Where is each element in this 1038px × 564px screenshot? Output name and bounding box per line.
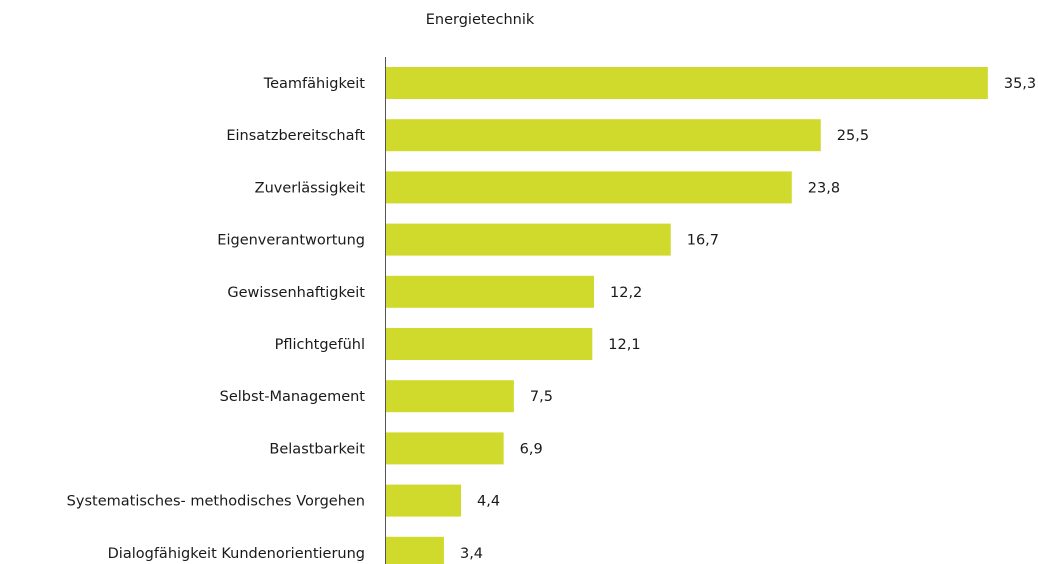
category-label: Belastbarkeit — [269, 441, 365, 457]
bar — [386, 67, 988, 99]
category-label: Teamfähigkeit — [263, 76, 366, 92]
bar — [386, 119, 821, 152]
value-label: 3,4 — [460, 546, 483, 562]
bar — [386, 171, 792, 204]
bar — [386, 536, 444, 564]
category-label: Systematisches- methodisches Vorgehen — [67, 494, 365, 510]
bar — [386, 223, 671, 256]
value-label: 12,2 — [610, 285, 642, 301]
value-label: 23,8 — [808, 180, 840, 196]
value-label: 7,5 — [530, 389, 553, 405]
bar — [386, 275, 595, 308]
category-label: Dialogfähigkeit Kundenorientierung — [108, 546, 365, 562]
category-label: Pflichtgefühl — [275, 337, 365, 353]
category-label: Gewissenhaftigkeit — [227, 285, 365, 301]
value-label: 4,4 — [477, 494, 500, 510]
value-label: 35,3 — [1004, 76, 1036, 92]
category-label: Selbst-Management — [220, 389, 366, 405]
bar — [386, 380, 514, 413]
bar — [386, 328, 593, 360]
value-label: 25,5 — [837, 128, 869, 144]
chart-title: Energietechnik — [426, 12, 535, 28]
category-label: Einsatzbereitschaft — [226, 128, 365, 144]
value-label: 6,9 — [520, 441, 543, 457]
category-label: Zuverlässigkeit — [255, 180, 366, 196]
bar — [386, 432, 504, 465]
value-label: 16,7 — [687, 233, 719, 249]
bar — [386, 484, 462, 517]
category-label: Eigenverantwortung — [217, 233, 365, 249]
value-label: 12,1 — [608, 337, 640, 353]
